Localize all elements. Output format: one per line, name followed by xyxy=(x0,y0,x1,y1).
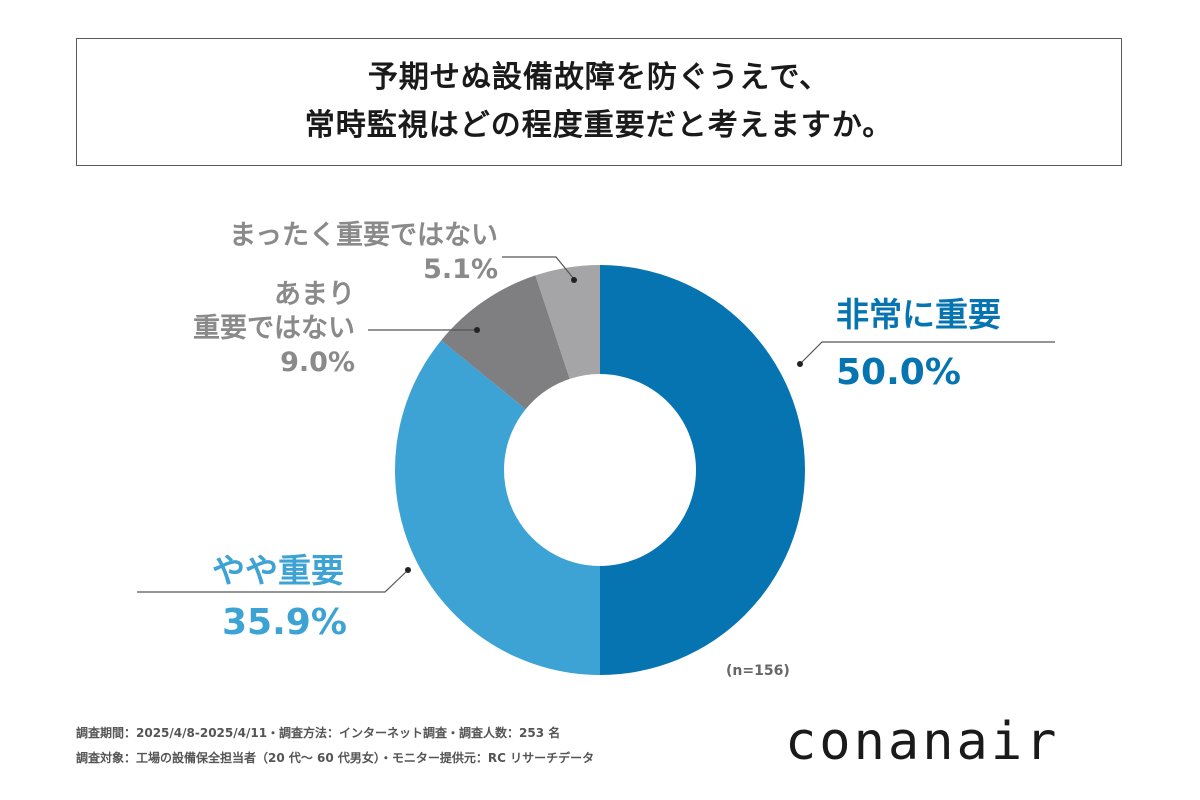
label-somewhat-important-value: 35.9% xyxy=(222,602,347,643)
slice-not-very-important xyxy=(441,275,570,410)
label-very-important-name: 非常に重要 xyxy=(836,295,1001,334)
leader-dot-not-at-all-important xyxy=(571,277,577,283)
sample-size-label: (n=156) xyxy=(726,663,790,679)
slice-somewhat-important xyxy=(395,340,600,675)
brand-logo: conanair xyxy=(785,712,1060,772)
title-line-2: 常時監視はどの程度重要だと考えますか。 xyxy=(304,108,894,143)
title-box: 予期せぬ設備故障を防ぐうえで、 常時監視はどの程度重要だと考えますか。 xyxy=(76,38,1122,166)
label-not-very-important-line2: 重要ではない xyxy=(193,313,355,344)
label-not-very-important-line1: あまり xyxy=(274,279,355,310)
label-not-very-important: あまり 重要ではない 9.0% xyxy=(193,278,355,380)
leader-not-at-all-important xyxy=(502,256,575,280)
leader-somewhat-important xyxy=(137,569,409,593)
label-not-at-all-important-value: 5.1% xyxy=(423,254,498,285)
footer-survey-target: 調査対象：工場の設備保全担当者（20 代～ 60 代男女）・モニター提供元：RC… xyxy=(76,751,595,765)
label-not-very-important-value: 9.0% xyxy=(280,347,355,378)
label-very-important-value: 50.0% xyxy=(836,352,961,393)
leader-dot-somewhat-important xyxy=(405,567,411,573)
footer-survey-info: 調査期間：2025/4/8-2025/4/11・調査方法：インターネット調査・調… xyxy=(76,726,561,740)
title-line-1: 予期せぬ設備故障を防ぐうえで、 xyxy=(367,60,831,95)
leader-dot-very-important xyxy=(797,361,803,367)
label-not-at-all-important: まったく重要ではない 5.1% xyxy=(229,219,498,287)
leader-dot-not-very-important xyxy=(474,327,480,333)
label-not-at-all-important-name: まったく重要ではない xyxy=(229,220,498,251)
slice-not-at-all-important xyxy=(535,265,600,379)
slice-very-important xyxy=(600,265,805,675)
leader-very-important xyxy=(799,341,1055,365)
label-somewhat-important-name: やや重要 xyxy=(212,551,344,590)
